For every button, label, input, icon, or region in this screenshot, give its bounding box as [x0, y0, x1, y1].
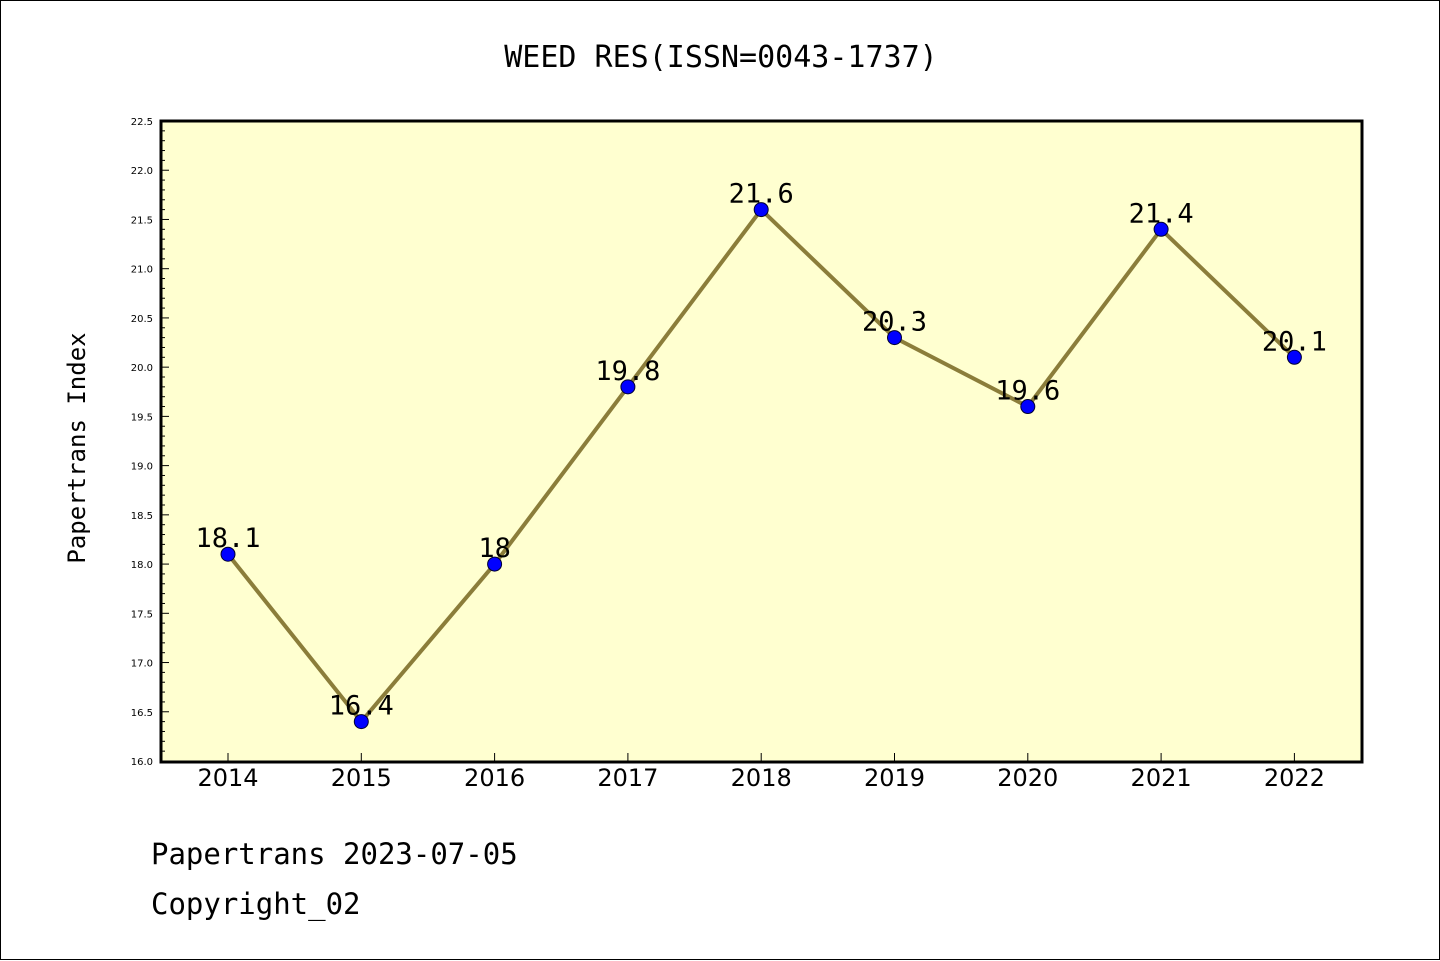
data-label: 20.1 [1262, 326, 1327, 357]
marker-group [220, 202, 1302, 730]
data-point-marker [1153, 221, 1169, 237]
x-tick-label: 2015 [331, 764, 392, 792]
data-point-marker [753, 202, 769, 218]
x-tick-label: 2017 [597, 764, 658, 792]
chart-title: WEED RES(ISSN=0043-1737) [504, 40, 937, 75]
data-point-marker [620, 379, 636, 395]
data-point-marker [487, 556, 503, 572]
y-tick-label: 17.5 [131, 609, 153, 620]
y-tick-label: 20.0 [131, 363, 153, 374]
data-label: 21.4 [1129, 198, 1194, 229]
y-tick-label: 20.5 [131, 314, 153, 325]
data-point-marker [220, 546, 236, 562]
x-axis: 2014 2015 2016 2017 2018 2019 2020 2021 2022 [197, 753, 1325, 792]
y-axis: 16.0 16.5 17.0 17.5 18.0 18.5 19.0 19.5 20.0 20.5… [131, 117, 169, 768]
x-tick-label: 2020 [997, 764, 1058, 792]
y-tick-label: 17.0 [131, 659, 153, 670]
y-tick-label: 21.0 [131, 265, 153, 276]
y-tick-label: 22.5 [131, 117, 153, 128]
y-tick-label: 16.0 [131, 757, 153, 768]
data-label: 21.6 [729, 179, 794, 210]
data-point-marker [887, 330, 902, 346]
y-tick-label: 18.0 [131, 560, 153, 571]
data-label: 16.4 [329, 691, 394, 722]
data-label: 18 [478, 533, 511, 564]
y-tick-label: 19.5 [131, 412, 153, 423]
y-tick-label: 19.0 [131, 462, 153, 473]
footer-copyright: Copyright_02 [151, 887, 361, 921]
data-label-group: 18.1 16.4 18 19.8 21.6 20.3 19.6 21.4 20.1 [195, 179, 1326, 722]
x-tick-label: 2019 [864, 764, 925, 792]
y-axis-label: Papertrans Index [63, 332, 91, 563]
data-label: 18.1 [195, 523, 260, 554]
footer-date: Papertrans 2023-07-05 [151, 837, 518, 871]
x-tick-label: 2021 [1131, 764, 1192, 792]
data-label: 20.3 [862, 307, 927, 338]
data-label: 19.6 [995, 376, 1060, 407]
x-tick-label: 2018 [731, 764, 792, 792]
data-label: 19.8 [595, 356, 660, 387]
data-point-marker [353, 714, 369, 730]
y-tick-label: 16.5 [131, 708, 153, 719]
x-tick-label: 2016 [464, 764, 525, 792]
y-tick-label: 18.5 [131, 511, 153, 522]
y-tick-label: 21.5 [131, 215, 153, 226]
data-point-marker [1286, 349, 1302, 365]
x-tick-label: 2014 [197, 764, 258, 792]
y-tick-label: 22.0 [131, 166, 153, 177]
x-tick-label: 2022 [1264, 764, 1325, 792]
data-point-marker [1020, 399, 1036, 415]
